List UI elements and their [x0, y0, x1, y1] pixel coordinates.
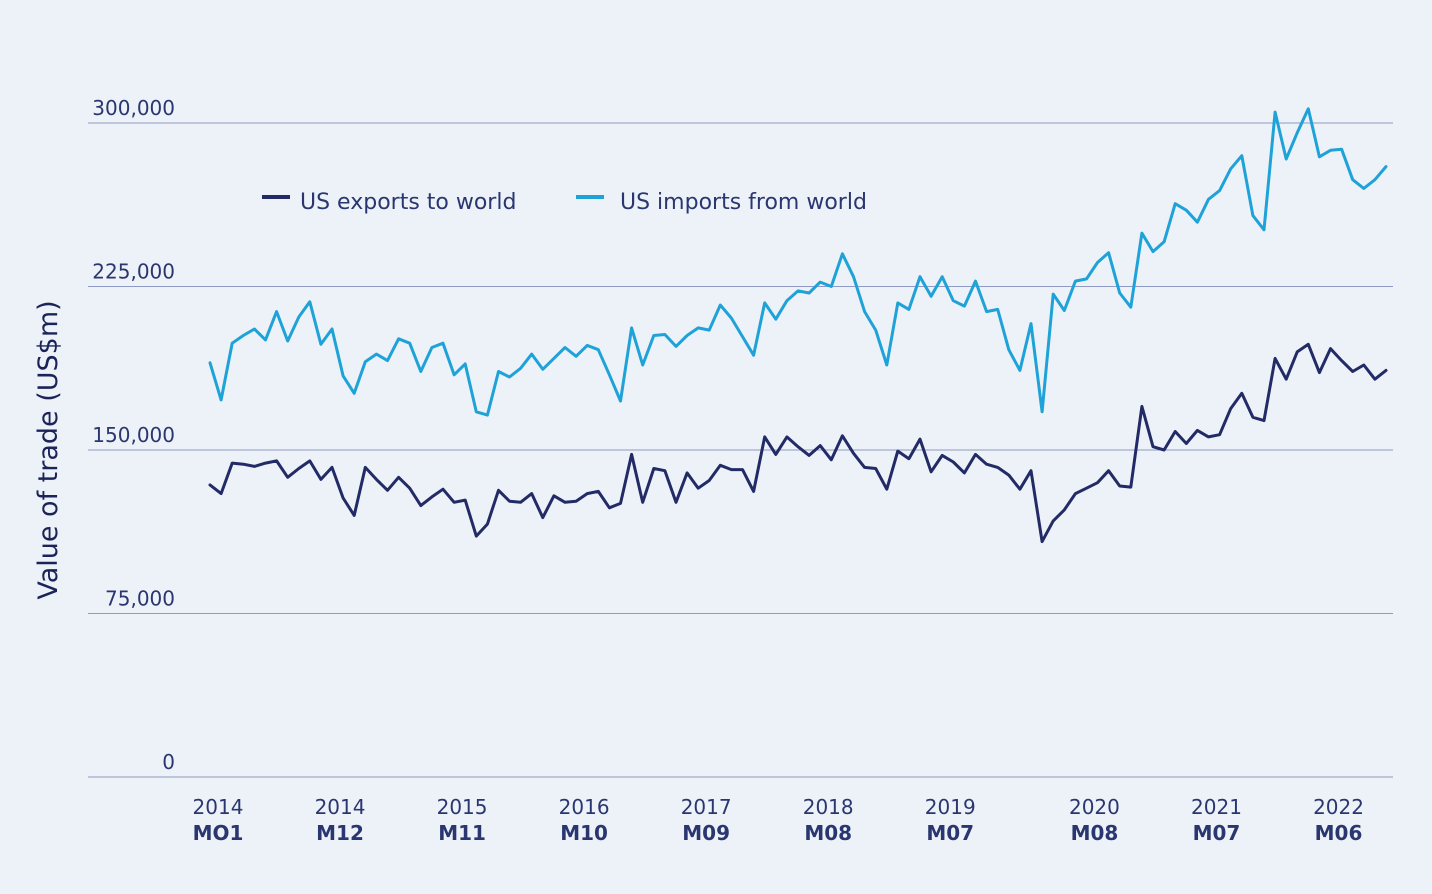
legend: US exports to world US imports from worl… — [262, 190, 867, 215]
legend-exports-label: US exports to world — [300, 190, 516, 215]
x-tick-year-label: 2018 — [803, 795, 854, 819]
x-tick-year-label: 2022 — [1313, 795, 1364, 819]
x-tick-month-label: M07 — [926, 821, 974, 845]
y-tick-label: 300,000 — [92, 96, 175, 120]
x-axis-ticks: 2014MO12014M122015M112016M102017M092018M… — [193, 795, 1364, 845]
x-tick-month-label: MO1 — [193, 821, 244, 845]
x-tick-year-label: 2016 — [559, 795, 610, 819]
x-tick-month-label: M10 — [560, 821, 608, 845]
x-tick-year-label: 2019 — [925, 795, 976, 819]
x-tick-year-label: 2020 — [1069, 795, 1120, 819]
x-tick-month-label: M12 — [316, 821, 364, 845]
x-tick-year-label: 2015 — [437, 795, 488, 819]
x-tick-month-label: M06 — [1315, 821, 1363, 845]
x-tick-year-label: 2017 — [681, 795, 732, 819]
y-tick-label: 0 — [162, 750, 175, 774]
x-tick-month-label: M07 — [1193, 821, 1241, 845]
x-tick-year-label: 2014 — [315, 795, 366, 819]
y-tick-label: 75,000 — [105, 587, 175, 611]
x-tick-month-label: M09 — [682, 821, 730, 845]
series-line-exports — [208, 342, 1388, 544]
series-line-imports — [208, 107, 1388, 417]
x-tick-month-label: M11 — [438, 821, 486, 845]
x-tick-month-label: M08 — [1071, 821, 1119, 845]
x-tick-month-label: M08 — [804, 821, 852, 845]
y-axis-label: Value of trade (US$m) — [33, 300, 64, 599]
x-tick-year-label: 2021 — [1191, 795, 1242, 819]
x-tick-year-label: 2014 — [193, 795, 244, 819]
legend-imports-label: US imports from world — [620, 190, 867, 215]
gridlines — [88, 122, 1393, 778]
y-tick-label: 225,000 — [92, 260, 175, 284]
series-lines — [208, 107, 1388, 544]
y-axis-ticks: 0 75,000 150,000 225,000 300,000 — [92, 96, 175, 774]
y-tick-label: 150,000 — [92, 423, 175, 447]
